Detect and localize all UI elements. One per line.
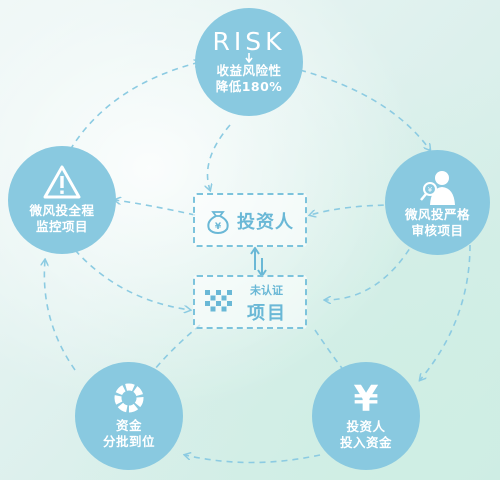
arrow-project-to-invest (314, 329, 355, 385)
exchange-arrows-icon (250, 246, 267, 278)
arrow-review-to-project (325, 239, 416, 300)
node-distribute: 资金 分批到位 (75, 362, 183, 470)
arrow-distribute-to-monitor (44, 260, 76, 371)
risk-label-line1: 收益风险性 (216, 63, 282, 78)
arrow-risk-to-center (208, 124, 231, 190)
arrow-project-to-distribute (150, 324, 201, 375)
arrow-invest-to-distribute (185, 455, 321, 464)
svg-text:¥: ¥ (427, 186, 432, 194)
risk-word: RISK (212, 27, 286, 56)
arrow-center-to-monitor (115, 200, 196, 216)
dot-grid-icon (205, 290, 232, 312)
segmented-ring-icon (114, 383, 144, 413)
project-small-label: 未认证 (250, 284, 283, 297)
down-arrow-icon (245, 53, 253, 63)
node-invest: ¥ 投资人 投入资金 (312, 362, 420, 470)
review-label-line1: 微风投严格 (404, 206, 470, 222)
investor-box: ¥ 投资人 (193, 193, 307, 247)
arrow-risk-to-review (299, 69, 430, 150)
warning-triangle-icon (43, 165, 81, 199)
yen-symbol: ¥ (353, 379, 379, 420)
arrow-review-to-invest (420, 244, 471, 380)
monitor-label-line1: 微风投全程 (29, 203, 95, 218)
risk-label-line2: 降低180% (215, 79, 283, 94)
money-bag-icon: ¥ (207, 211, 229, 235)
person-magnifier-icon: ¥ (419, 170, 455, 205)
investor-label: 投资人 (237, 212, 294, 233)
invest-label-line1: 投资人 (346, 419, 386, 434)
review-label-line2: 审核项目 (411, 222, 464, 238)
project-box: 未认证 项目 (193, 275, 307, 329)
node-review: ¥ 微风投严格 审核项目 (385, 150, 490, 255)
arrow-monitor-to-risk (69, 62, 200, 151)
arrow-monitor-to-project (74, 249, 190, 310)
node-risk: RISK 收益风险性 降低180% (195, 8, 303, 116)
invest-label-line2: 投入资金 (339, 435, 392, 450)
monitor-label-line2: 监控项目 (35, 219, 88, 234)
svg-text:¥: ¥ (215, 222, 222, 232)
arrow-review-to-center (310, 204, 396, 215)
node-monitor: 微风投全程 监控项目 (8, 146, 116, 254)
distribute-label-line2: 分批到位 (102, 434, 155, 449)
distribute-label-line1: 资金 (115, 418, 142, 433)
project-label: 项目 (247, 303, 287, 324)
